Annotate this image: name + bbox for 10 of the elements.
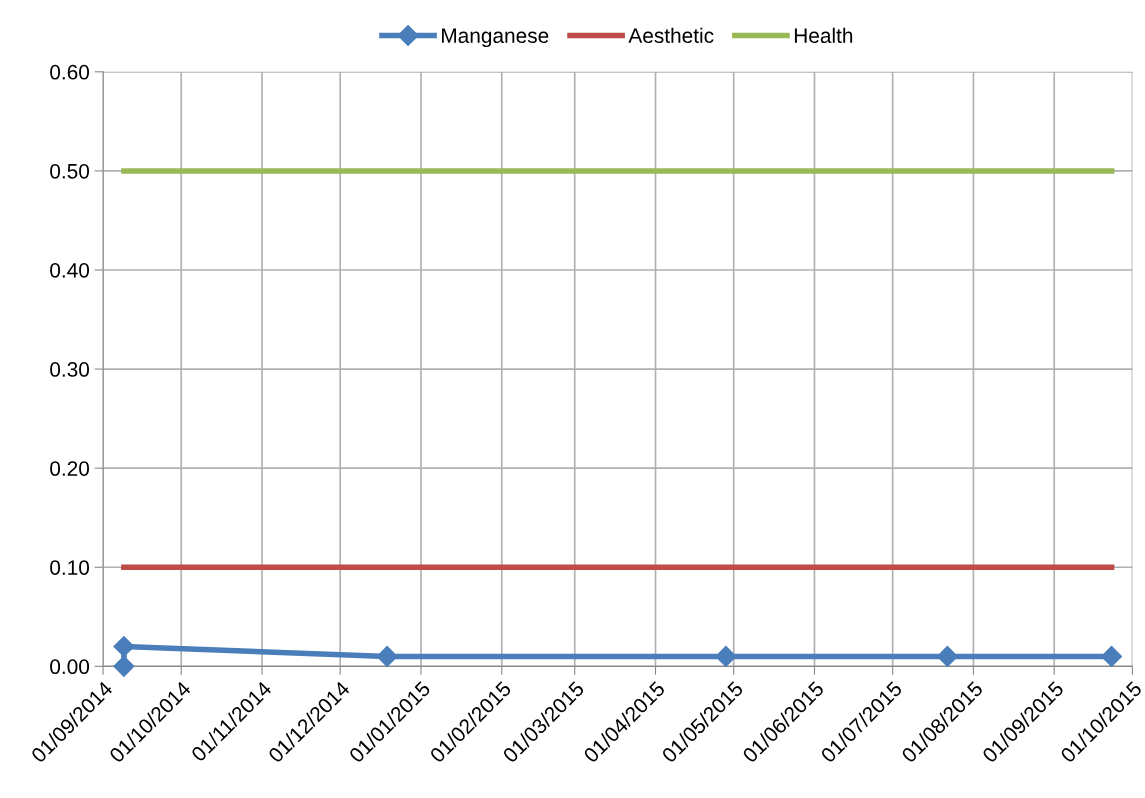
y-tick-label: 0.60	[50, 64, 90, 80]
legend-label: Aesthetic	[628, 27, 714, 44]
y-tick-label: 0.20	[50, 461, 90, 476]
legend-label: Health	[794, 27, 853, 44]
y-tick-label: 0.50	[50, 163, 90, 179]
y-tick-label: 0.00	[50, 659, 90, 675]
y-tick-label: 0.40	[50, 262, 90, 278]
legend-label: Manganese	[442, 28, 549, 48]
y-tick-label: 0.10	[50, 560, 90, 575]
y-tick-label: 0.30	[50, 362, 90, 377]
